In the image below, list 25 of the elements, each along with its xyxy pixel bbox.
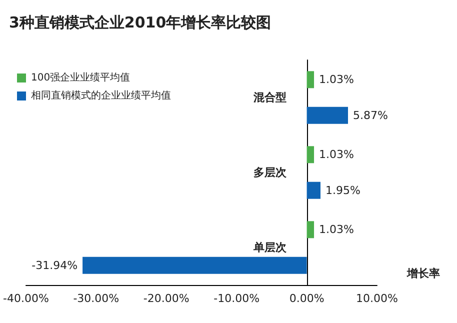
data-label: -31.94% [32, 258, 78, 272]
bar [306, 106, 348, 124]
chart-title: 3种直销模式企业2010年增长率比较图 [9, 14, 272, 32]
x-tick-label: -30.00% [73, 292, 120, 305]
bar [306, 221, 314, 238]
data-label: 1.95% [325, 184, 360, 197]
y-tick-label: 多层次 [253, 166, 288, 179]
legend-label: 100强企业业绩平均值 [31, 72, 130, 84]
x-axis-title: 增长率 [406, 267, 440, 280]
bar [82, 256, 307, 274]
legend-label: 相同直销模式的企业业绩平均值 [31, 90, 171, 102]
x-tick-label: -10.00% [214, 292, 260, 305]
bar [306, 71, 314, 88]
data-label: 1.03% [319, 73, 354, 86]
data-label: 1.03% [319, 223, 354, 236]
y-tick-label: 单层次 [252, 241, 288, 254]
x-tick-label: -20.00% [143, 292, 190, 305]
data-label: 1.03% [319, 148, 354, 162]
y-tick-label: 混合型 [252, 91, 286, 104]
x-tick-label: 10.00% [356, 292, 398, 305]
x-tick-label: -40.00% [2, 292, 49, 305]
bar [306, 182, 320, 199]
x-tick-label: 0.00% [289, 292, 324, 305]
bar [306, 146, 314, 164]
data-label: 5.87% [353, 108, 388, 122]
